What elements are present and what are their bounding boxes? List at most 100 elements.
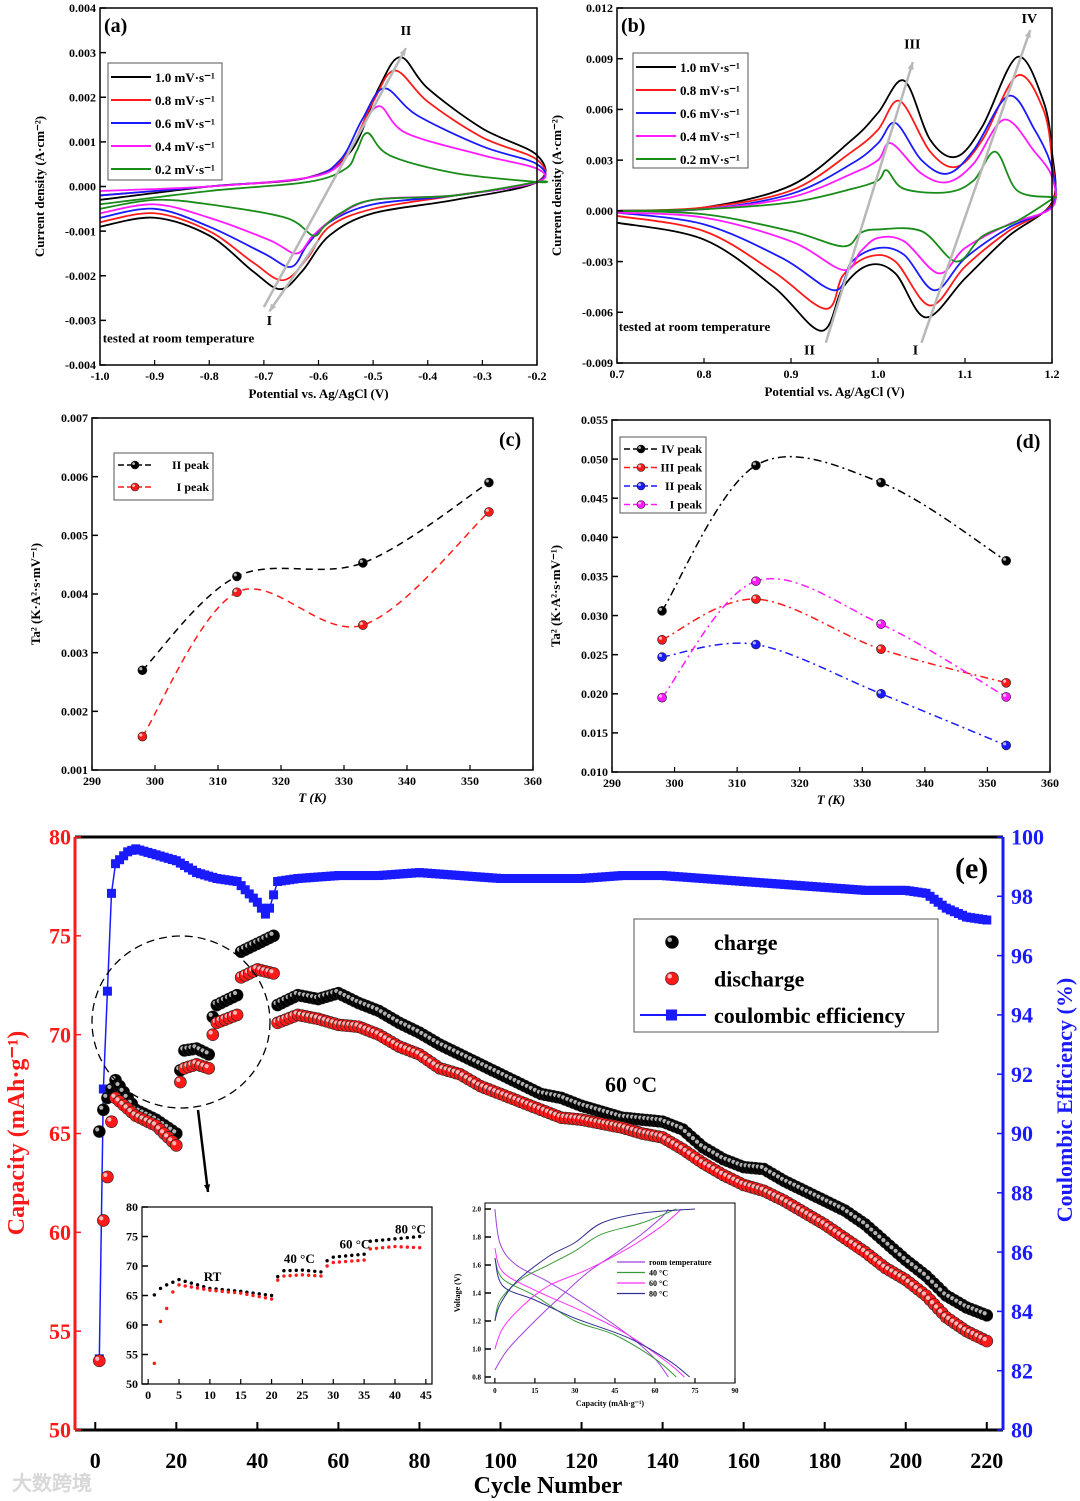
ce-point <box>252 897 262 907</box>
inset-point <box>405 1245 410 1249</box>
legend-label: IV peak <box>661 442 702 456</box>
peak-label-I: I <box>267 314 272 329</box>
point-highlight <box>232 990 238 996</box>
x-tick-label: 290 <box>83 774 101 788</box>
inset-point <box>214 1289 218 1293</box>
data-point <box>657 635 667 645</box>
y-tick-label: 55 <box>126 1348 138 1362</box>
inset-point <box>245 1292 249 1297</box>
data-point <box>232 571 242 582</box>
inset-point <box>411 1235 416 1239</box>
legend-marker <box>636 463 646 472</box>
inset-point <box>202 1287 206 1291</box>
point-highlight <box>909 1262 914 1267</box>
inset-point <box>239 1291 243 1295</box>
inset-point <box>350 1253 354 1258</box>
legend-box <box>632 52 749 169</box>
legend-marker <box>666 1009 677 1021</box>
y-axis-label: Current density (A·cm⁻²) <box>32 116 47 257</box>
inset-point <box>343 1259 348 1264</box>
y2-tick-label: 82 <box>1011 1358 1033 1383</box>
inset-legend-label: 80 °C <box>649 1290 668 1299</box>
point-highlight <box>232 1010 238 1015</box>
voltage-curve <box>494 1208 682 1350</box>
y2-tick-label: 80 <box>1011 1418 1033 1443</box>
y-tick-label: 75 <box>126 1230 138 1244</box>
legend-label: 0.2 mV·s⁻¹ <box>680 152 740 167</box>
inset-point <box>300 1273 305 1277</box>
point-highlight <box>844 1209 850 1214</box>
point-highlight <box>123 1093 128 1098</box>
x-tick-label: 5 <box>176 1388 182 1402</box>
point-highlight <box>95 1356 100 1361</box>
y-tick-label: 1.6 <box>472 1261 481 1269</box>
point-highlight <box>485 508 489 512</box>
x-tick-label: -0.8 <box>200 369 219 383</box>
data-point <box>876 688 886 699</box>
legend-box <box>113 452 214 501</box>
inset-point <box>251 1293 255 1298</box>
inset-point <box>331 1260 335 1265</box>
y-tick-label: -0.003 <box>582 255 613 269</box>
inset-point <box>164 1306 169 1311</box>
x-tick-label: 100 <box>484 1448 517 1473</box>
x-tick-label: 330 <box>335 774 353 788</box>
x-tick-label: 350 <box>461 774 479 788</box>
scan-rate-arrow-head <box>907 62 914 71</box>
point-highlight <box>929 1279 935 1284</box>
point-highlight <box>921 1291 927 1296</box>
inset-point <box>362 1252 366 1256</box>
point-highlight <box>958 1324 963 1329</box>
point-highlight <box>913 1285 918 1290</box>
point-highlight <box>103 1172 108 1177</box>
scan-rate-arrow-head <box>1024 29 1031 38</box>
point-highlight <box>95 1127 100 1132</box>
x-tick-label: 35 <box>358 1388 370 1402</box>
charge-point <box>93 1125 106 1138</box>
x-tick-label: -0.6 <box>309 369 328 383</box>
legend-label: 0.6 mV·s⁻¹ <box>155 116 215 131</box>
ce-point <box>982 915 992 925</box>
inset-temp-label: 80 °C <box>395 1222 426 1237</box>
point-highlight <box>873 1230 878 1236</box>
point-highlight <box>917 1268 922 1273</box>
y-tick-label: 0.055 <box>581 413 608 427</box>
inset-point <box>405 1235 410 1240</box>
point-highlight <box>694 1156 700 1161</box>
data-point <box>751 576 761 586</box>
ce-point <box>265 903 275 913</box>
discharge-point <box>170 1139 183 1152</box>
inset-point <box>411 1245 416 1250</box>
point-highlight <box>856 1217 862 1222</box>
point-highlight <box>877 690 882 694</box>
discharge-point <box>202 1061 216 1075</box>
y2-tick-label: 94 <box>1011 1003 1033 1028</box>
point-highlight <box>877 1234 882 1239</box>
inset-point <box>208 1288 212 1292</box>
point-highlight <box>485 479 489 483</box>
point-highlight <box>828 1225 833 1230</box>
inset-point <box>177 1283 181 1287</box>
y-tick-label: 0.025 <box>581 648 608 662</box>
discharge-point <box>101 1170 114 1184</box>
y-tick-label: 0.015 <box>581 726 608 740</box>
point-highlight <box>99 1216 104 1221</box>
inset-point <box>368 1239 372 1243</box>
voltage-curve <box>494 1257 690 1378</box>
legend-box <box>633 918 939 1033</box>
point-highlight <box>168 1137 173 1142</box>
point-highlight <box>909 1281 914 1287</box>
data-point <box>1001 692 1012 702</box>
point-highlight <box>159 1129 165 1134</box>
x-tick-label: 290 <box>603 776 621 790</box>
point-highlight <box>658 653 663 658</box>
inset-point <box>257 1294 261 1299</box>
inset-temp-label: 40 °C <box>284 1251 315 1266</box>
inset-point <box>164 1283 169 1287</box>
x-tick-label: 60 <box>651 1387 659 1395</box>
x-tick-label: 180 <box>808 1448 841 1473</box>
point-highlight <box>139 733 143 737</box>
ce-point <box>98 1084 108 1094</box>
y-axis-label: Voltage (V) <box>453 1273 462 1312</box>
